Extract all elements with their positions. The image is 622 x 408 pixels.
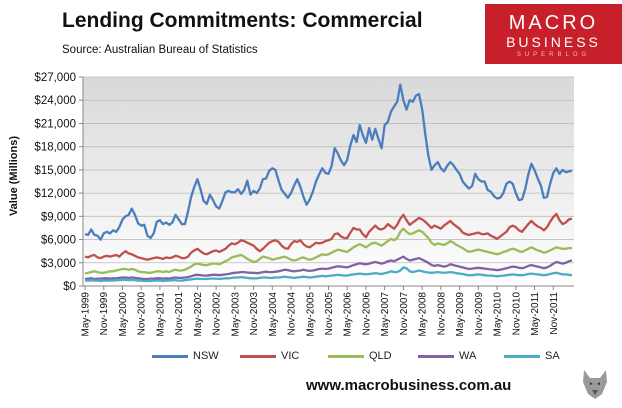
legend-swatch — [240, 354, 276, 358]
x-tick-label: May-1999 — [81, 292, 92, 337]
legend-item-wa: WA — [418, 350, 476, 362]
x-tick-label: Nov-2004 — [287, 292, 298, 336]
y-tick-label: $18,000 — [34, 142, 76, 154]
x-tick-label: Nov-2007 — [399, 292, 410, 336]
legend-label: VIC — [281, 350, 300, 362]
legend-swatch — [418, 354, 454, 358]
y-tick-label: $9,000 — [41, 211, 76, 223]
plot-area — [83, 77, 574, 286]
y-tick-label: $0 — [63, 281, 76, 293]
legend-item-vic: VIC — [240, 350, 299, 362]
x-tick-label: Nov-2003 — [249, 292, 260, 336]
x-axis-ticks: May-1999 Nov-1999 May-2000 Nov-2000 May-2001… — [81, 286, 560, 336]
x-tick-label: May-2002 — [193, 292, 204, 337]
wolf-logo-icon — [583, 370, 607, 399]
x-tick-label: Nov-2009 — [474, 292, 485, 336]
chart-title: Lending Commitments: Commercial — [62, 9, 423, 32]
series-line-wa — [84, 255, 573, 281]
x-tick-label: May-2007 — [380, 292, 391, 337]
x-tick-label: Nov-2006 — [361, 292, 372, 336]
macrobusiness-logo: MACRO BUSINESS SUPERBLOG — [485, 4, 622, 64]
y-tick-label: $6,000 — [41, 235, 76, 247]
y-tick-label: $12,000 — [34, 188, 76, 200]
logo-line-3: SUPERBLOG — [516, 52, 591, 58]
y-axis-ticks: $0 $3,000 $6,000 $9,000 $12,000 $15,000 $18,00… — [34, 72, 83, 293]
legend-swatch — [504, 354, 540, 358]
legend-swatch — [328, 354, 364, 358]
y-tick-label: $24,000 — [34, 95, 76, 107]
y-tick-label: $15,000 — [34, 165, 76, 177]
x-tick-label: Nov-2008 — [436, 292, 447, 336]
x-tick-label: Nov-1999 — [99, 292, 110, 336]
x-tick-label: May-2008 — [418, 292, 429, 337]
logo-line-1: MACRO — [508, 12, 599, 34]
legend-label: NSW — [193, 350, 219, 362]
x-tick-label: May-2004 — [268, 292, 279, 337]
x-tick-label: Nov-2001 — [174, 292, 185, 336]
y-tick-label: $3,000 — [41, 258, 76, 270]
legend-label: QLD — [369, 350, 392, 362]
y-tick-label: $27,000 — [34, 72, 76, 84]
x-tick-label: May-2009 — [455, 292, 466, 337]
series-line-qld — [84, 227, 572, 275]
y-tick-label: $21,000 — [34, 118, 76, 130]
series-line-nsw — [84, 83, 573, 241]
x-tick-label: May-2010 — [493, 292, 504, 337]
x-tick-label: Nov-2000 — [137, 292, 148, 336]
logo-line-2: BUSINESS — [506, 34, 601, 50]
legend-label: WA — [459, 350, 477, 362]
x-tick-label: Nov-2011 — [549, 292, 560, 335]
x-tick-label: May-2006 — [343, 292, 354, 337]
chart-source: Source: Australian Bureau of Statistics — [62, 44, 258, 56]
legend-item-sa: SA — [504, 350, 560, 362]
x-tick-label: May-2001 — [155, 292, 166, 337]
legend-label: SA — [545, 350, 560, 362]
series-line-vic — [84, 212, 573, 261]
x-tick-label: May-2003 — [230, 292, 241, 337]
legend-item-nsw: NSW — [152, 350, 219, 362]
gridlines — [83, 76, 574, 264]
x-tick-label: May-2000 — [118, 292, 129, 337]
series-lines — [84, 83, 573, 283]
x-tick-label: May-2011 — [530, 292, 541, 336]
series-line-sa — [85, 266, 573, 283]
x-tick-label: May-2005 — [305, 292, 316, 337]
x-tick-label: Nov-2002 — [212, 292, 223, 336]
x-tick-label: Nov-2005 — [324, 292, 335, 336]
legend-item-qld: QLD — [328, 350, 392, 362]
legend-swatch — [152, 354, 188, 358]
x-tick-label: Nov-2010 — [511, 292, 522, 336]
footer-url: www.macrobusiness.com.au — [306, 377, 512, 394]
